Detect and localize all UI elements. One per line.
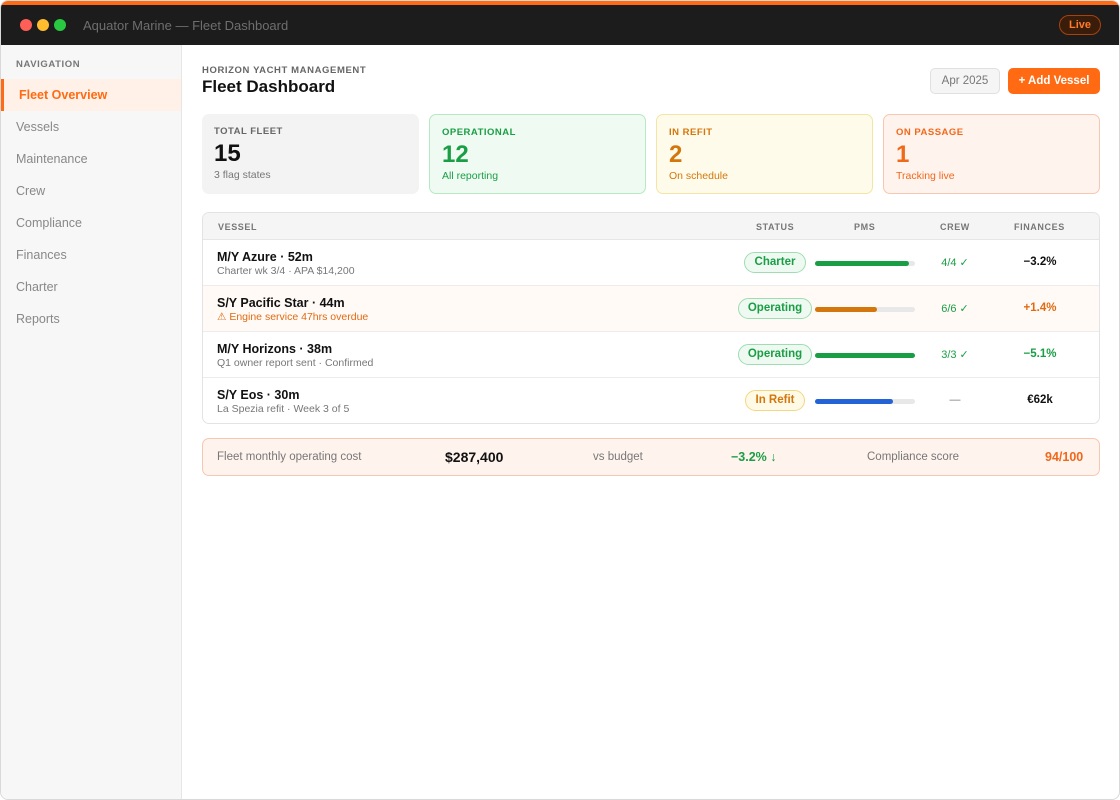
stat-card-on-passage: ON PASSAGE 1 Tracking live — [883, 114, 1100, 194]
crew-status: — — [949, 394, 961, 406]
vessel-detail: La Spezia refit · Week 3 of 5 — [217, 403, 350, 415]
status-badge: Charter — [744, 252, 806, 273]
budget-variance-value: −3.2% ↓ — [731, 450, 777, 464]
pms-progress-bar — [815, 261, 915, 266]
compliance-score-value: 94/100 — [1045, 450, 1084, 464]
stat-card-operational: OPERATIONAL 12 All reporting — [429, 114, 646, 194]
pms-progress-bar — [815, 307, 915, 312]
maximize-window-button[interactable] — [54, 19, 66, 31]
finance-value: −3.2% — [1023, 256, 1057, 268]
crew-status: 3/3 ✓ — [941, 349, 969, 361]
sidebar-item-reports[interactable]: Reports — [16, 312, 60, 326]
status-badge: Operating — [738, 298, 812, 319]
accent-line — [1, 1, 1119, 5]
column-header-pms: PMS — [854, 222, 876, 232]
stat-subtext: 3 flag states — [214, 169, 271, 181]
table-row[interactable]: S/Y Eos · 30m La Spezia refit · Week 3 o… — [203, 378, 1099, 423]
stat-label: ON PASSAGE — [896, 127, 964, 138]
nav-heading: NAVIGATION — [16, 59, 81, 70]
status-badge: In Refit — [745, 390, 805, 411]
stat-label: IN REFIT — [669, 127, 713, 138]
stat-label: TOTAL FLEET — [214, 126, 283, 137]
minimize-window-button[interactable] — [37, 19, 49, 31]
operating-cost-label: Fleet monthly operating cost — [217, 451, 362, 463]
budget-label: vs budget — [593, 451, 643, 463]
stat-value: 15 — [214, 140, 241, 167]
column-header-vessel: VESSEL — [218, 222, 258, 232]
add-vessel-button[interactable]: + Add Vessel — [1008, 68, 1100, 94]
pms-progress-fill — [815, 399, 893, 404]
finance-value: €62k — [1027, 394, 1053, 406]
compliance-score-label: Compliance score — [867, 451, 960, 463]
stats-row: TOTAL FLEET 15 3 flag states OPERATIONAL… — [202, 114, 1100, 194]
vessel-table: VESSEL STATUS PMS CREW FINANCES M/Y Azur… — [202, 212, 1100, 424]
summary-bar: Fleet monthly operating cost $287,400 vs… — [202, 438, 1100, 476]
stat-card-total-fleet: TOTAL FLEET 15 3 flag states — [202, 114, 419, 194]
sidebar: NAVIGATION Fleet Overview Vessels Mainte… — [1, 45, 182, 799]
finance-value: −5.1% — [1023, 348, 1057, 360]
operating-cost-value: $287,400 — [445, 449, 504, 465]
vessel-detail: Charter wk 3/4 · APA $14,200 — [217, 265, 355, 277]
sidebar-item-compliance[interactable]: Compliance — [16, 216, 83, 230]
table-row[interactable]: M/Y Horizons · 38m Q1 owner report sent … — [203, 332, 1099, 378]
org-label: HORIZON YACHT MANAGEMENT — [202, 65, 367, 76]
page-title: Fleet Dashboard — [202, 77, 336, 96]
stat-label: OPERATIONAL — [442, 127, 516, 138]
stat-subtext: On schedule — [669, 170, 728, 182]
crew-status: 4/4 ✓ — [941, 257, 969, 269]
vessel-name: S/Y Eos · 30m — [217, 388, 300, 402]
pms-progress-fill — [815, 261, 909, 266]
pms-progress-fill — [815, 307, 877, 312]
title-bar: Aquator Marine — Fleet Dashboard Live — [1, 5, 1119, 45]
pms-progress-bar — [815, 353, 915, 358]
sidebar-item-fleet-overview[interactable]: Fleet Overview — [1, 79, 181, 111]
sidebar-item-maintenance[interactable]: Maintenance — [16, 152, 88, 166]
window-title: Aquator Marine — Fleet Dashboard — [83, 18, 289, 33]
stat-value: 12 — [442, 141, 469, 168]
pms-progress-bar — [815, 399, 915, 404]
stat-card-in-refit: IN REFIT 2 On schedule — [656, 114, 873, 194]
table-header: VESSEL STATUS PMS CREW FINANCES — [203, 213, 1099, 240]
table-row[interactable]: S/Y Pacific Star · 44m ⚠ Engine service … — [203, 286, 1099, 332]
vessel-name: M/Y Horizons · 38m — [217, 342, 333, 356]
stat-value: 1 — [896, 141, 910, 168]
crew-status: 6/6 ✓ — [941, 303, 969, 315]
finance-value: +1.4% — [1023, 302, 1057, 314]
sidebar-item-finances[interactable]: Finances — [16, 248, 67, 262]
status-badge: Operating — [738, 344, 812, 365]
nav-list: Fleet Overview Vessels Maintenance Crew … — [1, 79, 181, 335]
live-badge: Live — [1058, 15, 1101, 35]
stat-subtext: Tracking live — [896, 170, 955, 182]
vessel-detail: ⚠ Engine service 47hrs overdue — [217, 311, 369, 323]
vessel-detail: Q1 owner report sent · Confirmed — [217, 357, 374, 369]
stat-subtext: All reporting — [442, 170, 499, 182]
column-header-crew: CREW — [940, 222, 970, 232]
column-header-status: STATUS — [756, 222, 795, 232]
sidebar-item-crew[interactable]: Crew — [16, 184, 46, 198]
sidebar-item-charter[interactable]: Charter — [16, 280, 58, 294]
vessel-name: S/Y Pacific Star · 44m — [217, 296, 345, 310]
column-header-finances: FINANCES — [1014, 222, 1065, 232]
date-picker-button[interactable]: Apr 2025 — [930, 68, 1000, 94]
table-row[interactable]: M/Y Azure · 52m Charter wk 3/4 · APA $14… — [203, 240, 1099, 286]
vessel-name: M/Y Azure · 52m — [217, 250, 313, 264]
close-window-button[interactable] — [20, 19, 32, 31]
stat-value: 2 — [669, 141, 683, 168]
pms-progress-fill — [815, 353, 915, 358]
sidebar-item-vessels[interactable]: Vessels — [16, 120, 60, 134]
